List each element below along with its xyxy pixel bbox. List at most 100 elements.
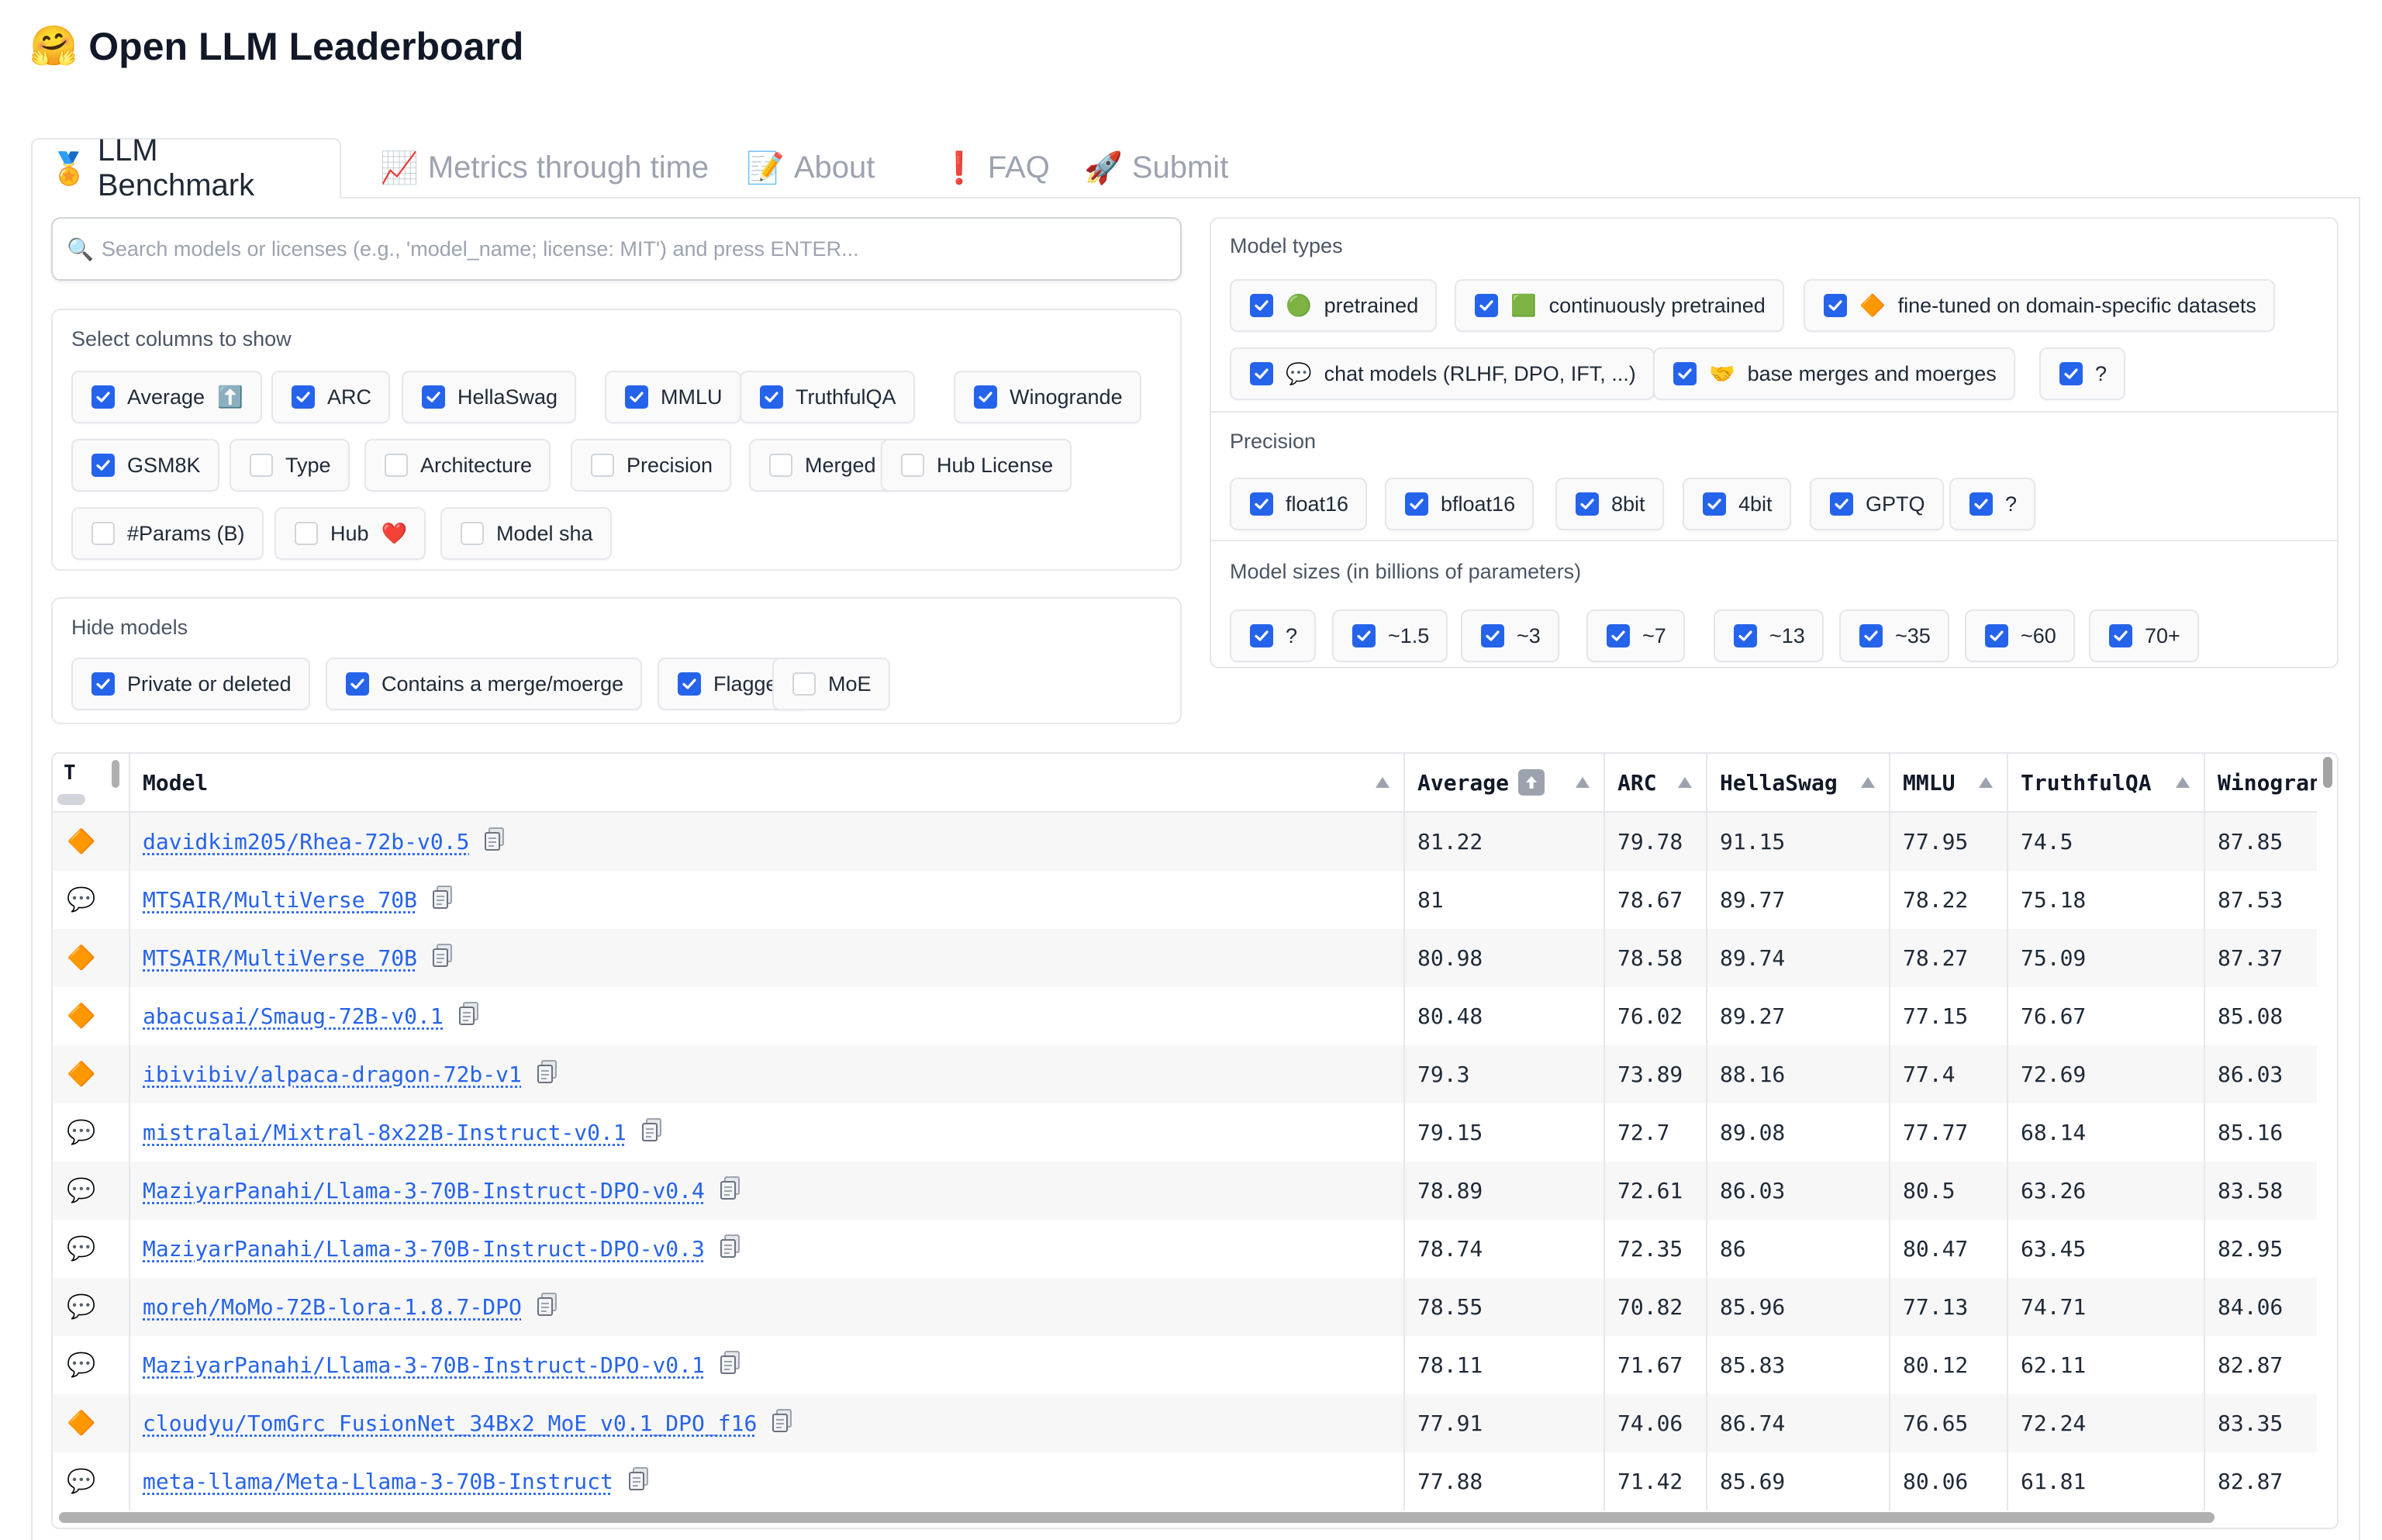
- copy-icon[interactable]: [483, 827, 506, 857]
- checkbox-unchecked-icon[interactable]: [792, 672, 816, 696]
- copy-icon[interactable]: [627, 1466, 651, 1497]
- col-header-mmlu[interactable]: MMLU: [1890, 754, 2008, 813]
- copy-icon[interactable]: [719, 1176, 742, 1206]
- checkbox-pretrained[interactable]: 🟢 pretrained: [1230, 279, 1438, 332]
- checkbox-checked-icon[interactable]: [1703, 492, 1726, 516]
- checkbox-chat-models-rlhf-dpo-ift[interactable]: 💬 chat models (RLHF, DPO, IFT, ...): [1230, 347, 1655, 400]
- checkbox-checked-icon[interactable]: [625, 385, 648, 409]
- checkbox-gsm8k[interactable]: GSM8K: [71, 439, 219, 492]
- checkbox-bfloat16[interactable]: bfloat16: [1385, 478, 1534, 530]
- checkbox-winogrande[interactable]: Winogrande: [954, 371, 1141, 423]
- copy-icon[interactable]: [431, 885, 454, 915]
- checkbox-35[interactable]: ~35: [1839, 609, 1949, 662]
- checkbox-checked-icon[interactable]: [1607, 624, 1630, 647]
- checkbox-unknown[interactable]: ?: [1230, 609, 1317, 662]
- table-row[interactable]: [53, 1045, 2331, 1103]
- checkbox-checked-icon[interactable]: [91, 672, 115, 696]
- model-link[interactable]: ibivibiv/alpaca-dragon-72b-v1: [143, 1062, 522, 1087]
- model-link[interactable]: MaziyarPanahi/Llama-3-70B-Instruct-DPO-v…: [143, 1236, 705, 1262]
- checkbox-checked-icon[interactable]: [1734, 624, 1757, 647]
- checkbox-checked-icon[interactable]: [1250, 624, 1273, 647]
- search-input[interactable]: [99, 236, 1158, 262]
- sort-icon[interactable]: [1979, 777, 1993, 788]
- copy-icon[interactable]: [536, 1292, 559, 1322]
- horizontal-scroll-thumb[interactable]: [59, 1512, 2215, 1523]
- copy-icon[interactable]: [536, 1059, 559, 1089]
- table-row[interactable]: [53, 1394, 2331, 1452]
- checkbox-architecture[interactable]: Architecture: [364, 439, 551, 492]
- checkbox-checked-icon[interactable]: [1475, 294, 1498, 317]
- checkbox-checked-icon[interactable]: [760, 385, 783, 409]
- checkbox-hellaswag[interactable]: HellaSwag: [402, 371, 577, 423]
- tab-submit[interactable]: 🚀 Submit: [1067, 138, 1245, 197]
- col-header-average[interactable]: Average: [1405, 754, 1605, 813]
- copy-icon[interactable]: [771, 1408, 794, 1438]
- sort-icon[interactable]: [2176, 777, 2190, 788]
- checkbox-unchecked-icon[interactable]: [769, 454, 792, 477]
- checkbox-mmlu[interactable]: MMLU: [605, 371, 741, 423]
- model-link[interactable]: mistralai/Mixtral-8x22B-Instruct-v0.1: [143, 1120, 627, 1145]
- table-row[interactable]: [53, 813, 2331, 871]
- checkbox-average[interactable]: Average ⬆️: [71, 371, 262, 423]
- checkbox-float16[interactable]: float16: [1230, 478, 1368, 530]
- checkbox-merged[interactable]: Merged: [749, 439, 895, 492]
- model-link[interactable]: MaziyarPanahi/Llama-3-70B-Instruct-DPO-v…: [143, 1178, 705, 1203]
- checkbox-checked-icon[interactable]: [1824, 294, 1847, 317]
- checkbox-checked-icon[interactable]: [1859, 624, 1883, 647]
- checkbox-contains-a-merge-moerge[interactable]: Contains a merge/moerge: [326, 658, 643, 710]
- checkbox-checked-icon[interactable]: [1405, 492, 1428, 516]
- checkbox-checked-icon[interactable]: [1250, 362, 1273, 385]
- checkbox-unchecked-icon[interactable]: [295, 522, 318, 545]
- checkbox-hub[interactable]: Hub ❤️: [274, 507, 426, 560]
- checkbox-base-merges-and-moerges[interactable]: 🤝 base merges and moerges: [1653, 347, 2015, 400]
- checkbox-checked-icon[interactable]: [1250, 294, 1273, 317]
- table-row[interactable]: [53, 1278, 2331, 1336]
- copy-icon[interactable]: [719, 1350, 742, 1380]
- col-header-model[interactable]: Model: [130, 754, 1405, 813]
- checkbox-unchecked-icon[interactable]: [461, 522, 484, 545]
- checkbox-model-sha[interactable]: Model sha: [440, 507, 612, 560]
- sort-icon[interactable]: [1576, 777, 1590, 788]
- checkbox-checked-icon[interactable]: [91, 385, 115, 409]
- checkbox-unchecked-icon[interactable]: [901, 454, 924, 477]
- checkbox-unknown[interactable]: ?: [1949, 478, 2036, 530]
- checkbox-8bit[interactable]: 8bit: [1555, 478, 1664, 530]
- copy-icon[interactable]: [457, 1001, 481, 1031]
- table-row[interactable]: [53, 929, 2331, 987]
- checkbox-unchecked-icon[interactable]: [91, 522, 115, 545]
- checkbox-4bit[interactable]: 4bit: [1683, 478, 1791, 530]
- checkbox-unchecked-icon[interactable]: [591, 454, 614, 477]
- checkbox-continuously-pretrained[interactable]: 🟩 continuously pretrained: [1455, 279, 1784, 332]
- table-row[interactable]: [53, 1162, 2331, 1220]
- checkbox-checked-icon[interactable]: [292, 385, 315, 409]
- checkbox-checked-icon[interactable]: [346, 672, 369, 696]
- checkbox-params-b[interactable]: #Params (B): [71, 507, 264, 560]
- checkbox-checked-icon[interactable]: [1985, 624, 2008, 647]
- vertical-scroll-thumb[interactable]: [2323, 757, 2332, 788]
- checkbox-private-or-deleted[interactable]: Private or deleted: [71, 658, 310, 710]
- checkbox-hub-license[interactable]: Hub License: [881, 439, 1072, 492]
- checkbox-unknown[interactable]: ?: [2039, 347, 2126, 400]
- model-link[interactable]: MTSAIR/MultiVerse_70B: [143, 945, 418, 971]
- model-link[interactable]: meta-llama/Meta-Llama-3-70B-Instruct: [143, 1469, 613, 1494]
- sort-icon[interactable]: [1376, 777, 1390, 788]
- checkbox-checked-icon[interactable]: [678, 672, 701, 696]
- tab-llm-benchmark[interactable]: 🏅 LLM Benchmark: [31, 133, 341, 202]
- column-grip[interactable]: [57, 794, 85, 805]
- checkbox-70[interactable]: 70+: [2089, 609, 2199, 662]
- model-link[interactable]: abacusai/Smaug-72B-v0.1: [143, 1003, 444, 1029]
- search-bar[interactable]: 🔍: [51, 217, 1182, 281]
- col-header-arc[interactable]: ARC: [1605, 754, 1707, 813]
- checkbox-fine-tuned-on-domain-specific-datasets[interactable]: 🔶 fine-tuned on domain-specific datasets: [1804, 279, 2275, 332]
- copy-icon[interactable]: [640, 1117, 664, 1148]
- tab-faq[interactable]: ❗ FAQ: [923, 138, 1067, 197]
- checkbox-checked-icon[interactable]: [1969, 492, 1993, 516]
- checkbox-gptq[interactable]: GPTQ: [1810, 478, 1944, 530]
- model-link[interactable]: cloudyu/TomGrc_FusionNet_34Bx2_MoE_v0.1_…: [143, 1411, 758, 1436]
- checkbox-type[interactable]: Type: [230, 439, 350, 492]
- checkbox-precision[interactable]: Precision: [571, 439, 732, 492]
- checkbox-checked-icon[interactable]: [1352, 624, 1376, 647]
- checkbox-60[interactable]: ~60: [1965, 609, 2075, 662]
- model-link[interactable]: MTSAIR/MultiVerse_70B: [143, 887, 418, 913]
- checkbox-checked-icon[interactable]: [1830, 492, 1853, 516]
